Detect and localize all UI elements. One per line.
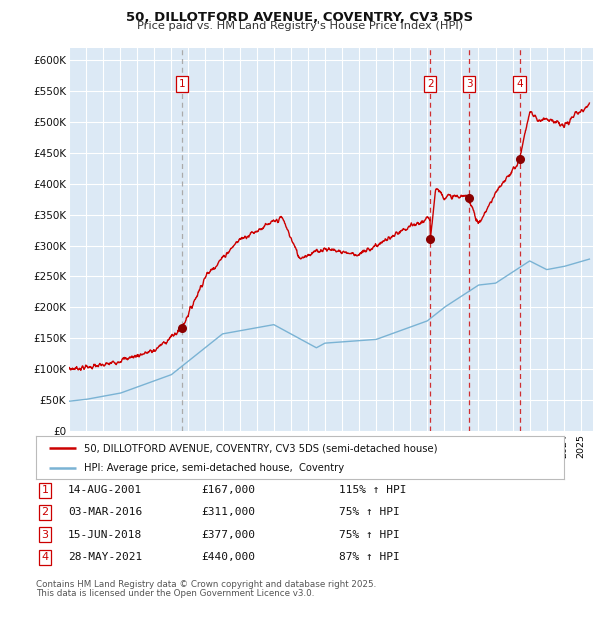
Text: This data is licensed under the Open Government Licence v3.0.: This data is licensed under the Open Gov… xyxy=(36,589,314,598)
Text: 2: 2 xyxy=(427,79,433,89)
Text: Contains HM Land Registry data © Crown copyright and database right 2025.: Contains HM Land Registry data © Crown c… xyxy=(36,580,376,588)
Text: 3: 3 xyxy=(41,529,49,540)
Text: 4: 4 xyxy=(516,79,523,89)
Text: 2: 2 xyxy=(41,507,49,518)
Text: 1: 1 xyxy=(179,79,185,89)
Text: 75% ↑ HPI: 75% ↑ HPI xyxy=(339,529,400,540)
Text: 14-AUG-2001: 14-AUG-2001 xyxy=(68,485,142,495)
Text: 50, DILLOTFORD AVENUE, COVENTRY, CV3 5DS (semi-detached house): 50, DILLOTFORD AVENUE, COVENTRY, CV3 5DS… xyxy=(83,443,437,453)
Text: 50, DILLOTFORD AVENUE, COVENTRY, CV3 5DS: 50, DILLOTFORD AVENUE, COVENTRY, CV3 5DS xyxy=(127,11,473,24)
Text: £167,000: £167,000 xyxy=(201,485,255,495)
Text: 15-JUN-2018: 15-JUN-2018 xyxy=(68,529,142,540)
Text: £440,000: £440,000 xyxy=(201,552,255,562)
Text: 115% ↑ HPI: 115% ↑ HPI xyxy=(339,485,407,495)
Text: 3: 3 xyxy=(466,79,473,89)
Text: £377,000: £377,000 xyxy=(201,529,255,540)
Text: 75% ↑ HPI: 75% ↑ HPI xyxy=(339,507,400,518)
Text: HPI: Average price, semi-detached house,  Coventry: HPI: Average price, semi-detached house,… xyxy=(83,463,344,473)
Text: Price paid vs. HM Land Registry's House Price Index (HPI): Price paid vs. HM Land Registry's House … xyxy=(137,21,463,31)
Text: 03-MAR-2016: 03-MAR-2016 xyxy=(68,507,142,518)
Text: 28-MAY-2021: 28-MAY-2021 xyxy=(68,552,142,562)
Text: 1: 1 xyxy=(41,485,49,495)
Text: 4: 4 xyxy=(41,552,49,562)
Text: 87% ↑ HPI: 87% ↑ HPI xyxy=(339,552,400,562)
Text: £311,000: £311,000 xyxy=(201,507,255,518)
